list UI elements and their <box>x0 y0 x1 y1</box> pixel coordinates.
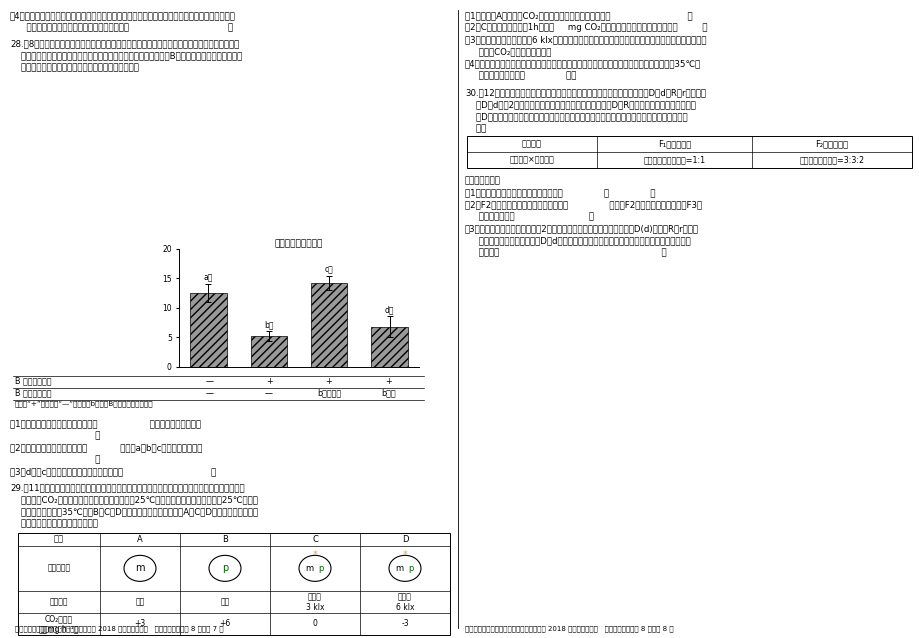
Text: +6: +6 <box>219 619 231 628</box>
Text: 坐标用CO₂吸收量来表示。）: 坐标用CO₂吸收量来表示。） <box>464 47 550 56</box>
Text: b蛋白基因: b蛋白基因 <box>316 389 341 398</box>
Bar <box>467 136 911 168</box>
Text: B 蛋白基因敲除: B 蛋白基因敲除 <box>15 377 51 386</box>
Text: 鄂东南省级示范高中教育教学改革联盟学校 2018 年秋季期中联考   高三生物试卷（共 8 页）第 7 页: 鄂东南省级示范高中教育教学改革联盟学校 2018 年秋季期中联考 高三生物试卷（… <box>15 625 223 632</box>
Text: m: m <box>394 564 403 573</box>
Text: 28.（8分）自噬作用是细胞对胞质蛋白和细胞器进行降解和再利用的一种过程。某些情况下，细胞: 28.（8分）自噬作用是细胞对胞质蛋白和细胞器进行降解和再利用的一种过程。某些情… <box>10 39 239 48</box>
Text: 29.（11分）下表是某生物小组研究光照对植物光合作用影响的实验装置图、实验条件及各实验组玻: 29.（11分）下表是某生物小组研究光照对植物光合作用影响的实验装置图、实验条件… <box>10 483 244 492</box>
Text: 璃罩内的CO₂含量变化。实验过程中室温恒定为25℃（植物光合作用的最适温度为25℃，呼吸: 璃罩内的CO₂含量变化。实验过程中室温恒定为25℃（植物光合作用的最适温度为25… <box>10 495 257 504</box>
Text: 毒重金属离子对水的污染，这是模拟生物膜的                                    。: 毒重金属离子对水的污染，这是模拟生物膜的 。 <box>10 23 233 32</box>
Text: 中D、d位于2号常染色体上）。当个体同时含有显性基因D和R时，表现为黑色；当个体不含: 中D、d位于2号常染色体上）。当个体同时含有显性基因D和R时，表现为黑色；当个体… <box>464 100 695 109</box>
Text: 人员进行了相关实验，实验的处理及结果如图所示。: 人员进行了相关实验，实验的处理及结果如图所示。 <box>10 63 139 72</box>
Text: C: C <box>312 535 318 544</box>
Text: 黑色雌性：灰色雌性=1:1: 黑色雌性：灰色雌性=1:1 <box>642 156 705 165</box>
Text: 实验装置图: 实验装置图 <box>48 564 71 573</box>
Text: 30.（12分）豚鼠的野生型体色有黑色、灰色和白色，其遗传受两对等位基因D、d和R、r控制（其: 30.（12分）豚鼠的野生型体色有黑色、灰色和白色，其遗传受两对等位基因D、d和… <box>464 88 705 97</box>
Text: 光照为
3 klx: 光照为 3 klx <box>305 592 323 612</box>
Text: （1）与细胞自噬密切相关的细胞器是                   ，它在细胞中的作用是: （1）与细胞自噬密切相关的细胞器是 ，它在细胞中的作用是 <box>10 419 231 428</box>
Text: （1）请写出A组中导致CO₂含量变化的生理过程的总反应式                            。: （1）请写出A组中导致CO₂含量变化的生理过程的总反应式 。 <box>464 11 692 20</box>
Text: *: * <box>312 550 317 560</box>
Text: （3）现有一灰色雄性豚鼠的一条2号染色体缺失一段，已知细胞中既没有D(d)也没有R（r）的精: （3）现有一灰色雄性豚鼠的一条2号染色体缺失一段，已知细胞中既没有D(d)也没有… <box>464 224 698 233</box>
Bar <box>371 327 407 367</box>
Text: F₁类型及比例: F₁类型及比例 <box>657 140 690 149</box>
Text: 子致死。现要通过实验探究D（d）是否位于缺失片段，请写出实验设计思路并预期实验结果: 子致死。现要通过实验探究D（d）是否位于缺失片段，请写出实验设计思路并预期实验结… <box>464 236 690 245</box>
Text: 0: 0 <box>312 619 317 628</box>
Bar <box>250 336 287 367</box>
Text: b基因: b基因 <box>381 389 395 398</box>
Bar <box>190 293 226 367</box>
Bar <box>311 283 347 367</box>
Text: 回答下列问题：: 回答下列问题： <box>464 176 500 185</box>
Text: 灰色雌性×白色雄性: 灰色雌性×白色雄性 <box>509 156 554 165</box>
Text: 组别: 组别 <box>54 535 64 544</box>
Text: 作用的最适温度为35℃），B、C、D三组中植物生理状况相似，A、C、D三组中小鼠均健康且: 作用的最适温度为35℃），B、C、D三组中植物生理状况相似，A、C、D三组中小鼠… <box>10 507 258 516</box>
Text: -3: -3 <box>401 619 408 628</box>
Text: —: — <box>205 377 213 386</box>
Text: 表现型及比例为                           。: 表现型及比例为 。 <box>464 212 594 221</box>
Text: （2）C组中植物光合作用1h固定了     mg CO₂，此状态下该植物能正常生长吗？         。: （2）C组中植物光合作用1h固定了 mg CO₂，此状态下该植物能正常生长吗？ … <box>464 23 707 32</box>
Bar <box>18 533 449 635</box>
Text: 黑色：灰色：白色=3:3:2: 黑色：灰色：白色=3:3:2 <box>799 156 864 165</box>
Text: *: * <box>403 550 407 560</box>
Text: F₂类型及比例: F₂类型及比例 <box>814 140 847 149</box>
Text: m: m <box>304 564 312 573</box>
Text: （2）上述实验中作为对照组的是            组，由a、b、c三组得出的结论是: （2）上述实验中作为对照组的是 组，由a、b、c三组得出的结论是 <box>10 443 252 452</box>
Text: p: p <box>318 564 323 573</box>
Text: 光照为
6 klx: 光照为 6 klx <box>395 592 414 612</box>
Title: 细胞内的自噬体数目: 细胞内的自噬体数目 <box>275 239 323 248</box>
Text: 可通过自噬作用降解自身的非必需成分来提供营养和能量。为探究B蛋白对细胞自噬的作用，研究: 可通过自噬作用降解自身的非必需成分来提供营养和能量。为探究B蛋白对细胞自噬的作用… <box>10 51 242 60</box>
Text: +: + <box>266 377 272 386</box>
Text: c组: c组 <box>324 265 334 274</box>
Text: 鄂东南省级示范高中教育教学改革联盟学校 2018 年秋季期中联考   高三生物试卷（共 8 页）第 8 页: 鄂东南省级示范高中教育教学改革联盟学校 2018 年秋季期中联考 高三生物试卷（… <box>464 625 673 632</box>
Text: 表：: 表： <box>464 124 486 133</box>
Text: p: p <box>408 564 414 573</box>
Text: 。: 。 <box>10 455 100 464</box>
Text: （4）人们设计出一种膜结构，这种膜结构能将有毒重金属离子阻挡在膜的一侧，以降低污水中的有: （4）人们设计出一种膜结构，这种膜结构能将有毒重金属离子阻挡在膜的一侧，以降低污… <box>10 11 235 20</box>
Text: 生理状况相似。请据表分析回答：: 生理状况相似。请据表分析回答： <box>10 519 97 528</box>
Text: （3）若该植物的光饱和点为6 klx，请绘制出该植物光照强度与光合作用速率之间的曲线关系图。（纵: （3）若该植物的光饱和点为6 klx，请绘制出该植物光照强度与光合作用速率之间的… <box>464 35 706 44</box>
Text: +: + <box>325 377 332 386</box>
Text: 则该植物的光补偿点               移。: 则该植物的光补偿点 移。 <box>464 71 575 80</box>
Text: a组: a组 <box>203 274 213 283</box>
Text: D: D <box>402 535 408 544</box>
Text: 及结论。                                                           。: 及结论。 。 <box>464 248 666 257</box>
Text: 有D基因时，表现为白色；其他类型表现为灰色。现有两个纯合品系的亲本杂交，其结果如下: 有D基因时，表现为白色；其他类型表现为灰色。现有两个纯合品系的亲本杂交，其结果如… <box>464 112 686 121</box>
Text: B: B <box>221 535 228 544</box>
Text: （1）上述实验中雌雄亲本的基因型分别是               和               。: （1）上述实验中雌雄亲本的基因型分别是 和 。 <box>464 188 655 197</box>
Text: +3: +3 <box>134 619 145 628</box>
Text: —: — <box>205 389 213 398</box>
Text: 黑暗: 黑暗 <box>135 597 144 606</box>
Text: d组: d组 <box>384 306 394 315</box>
Text: 黑暗: 黑暗 <box>221 597 230 606</box>
Text: +: + <box>385 377 391 386</box>
Text: 亲本组合: 亲本组合 <box>521 140 541 149</box>
Text: b组: b组 <box>264 321 273 330</box>
Text: （3）d组与c组相比，自噬体数目较少的原因是                                。: （3）d组与c组相比，自噬体数目较少的原因是 。 <box>10 467 216 476</box>
Text: A: A <box>137 535 142 544</box>
Text: （2）F2中黑色个体中纯合子所占的比例为               ，若将F2中灰色个体自由交配，F3的: （2）F2中黑色个体中纯合子所占的比例为 ，若将F2中灰色个体自由交配，F3的 <box>464 200 701 209</box>
Text: B 蛋白基因转入: B 蛋白基因转入 <box>15 389 51 398</box>
Text: p: p <box>221 563 228 574</box>
Text: CO₂含量变
化（mg·h⁻¹）: CO₂含量变 化（mg·h⁻¹） <box>39 614 79 634</box>
Text: 。: 。 <box>10 431 100 440</box>
Text: （注：“+”表示有，“—”表示无，b基因由B蛋白基因突变而来）: （注：“+”表示有，“—”表示无，b基因由B蛋白基因突变而来） <box>15 401 153 408</box>
Text: —: — <box>265 389 273 398</box>
Text: 实验条件: 实验条件 <box>50 597 68 606</box>
Text: （4）光补偿点是光合作用速率等于呼吸作用速率时所对应的光照强度，若将实验温度升高至35℃，: （4）光补偿点是光合作用速率等于呼吸作用速率时所对应的光照强度，若将实验温度升高… <box>464 59 700 68</box>
Text: m: m <box>135 563 144 574</box>
